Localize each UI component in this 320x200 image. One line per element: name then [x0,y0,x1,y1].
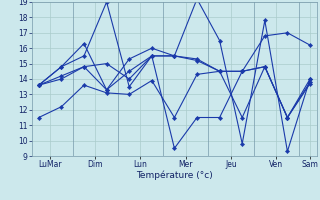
X-axis label: Température (°c): Température (°c) [136,171,213,180]
